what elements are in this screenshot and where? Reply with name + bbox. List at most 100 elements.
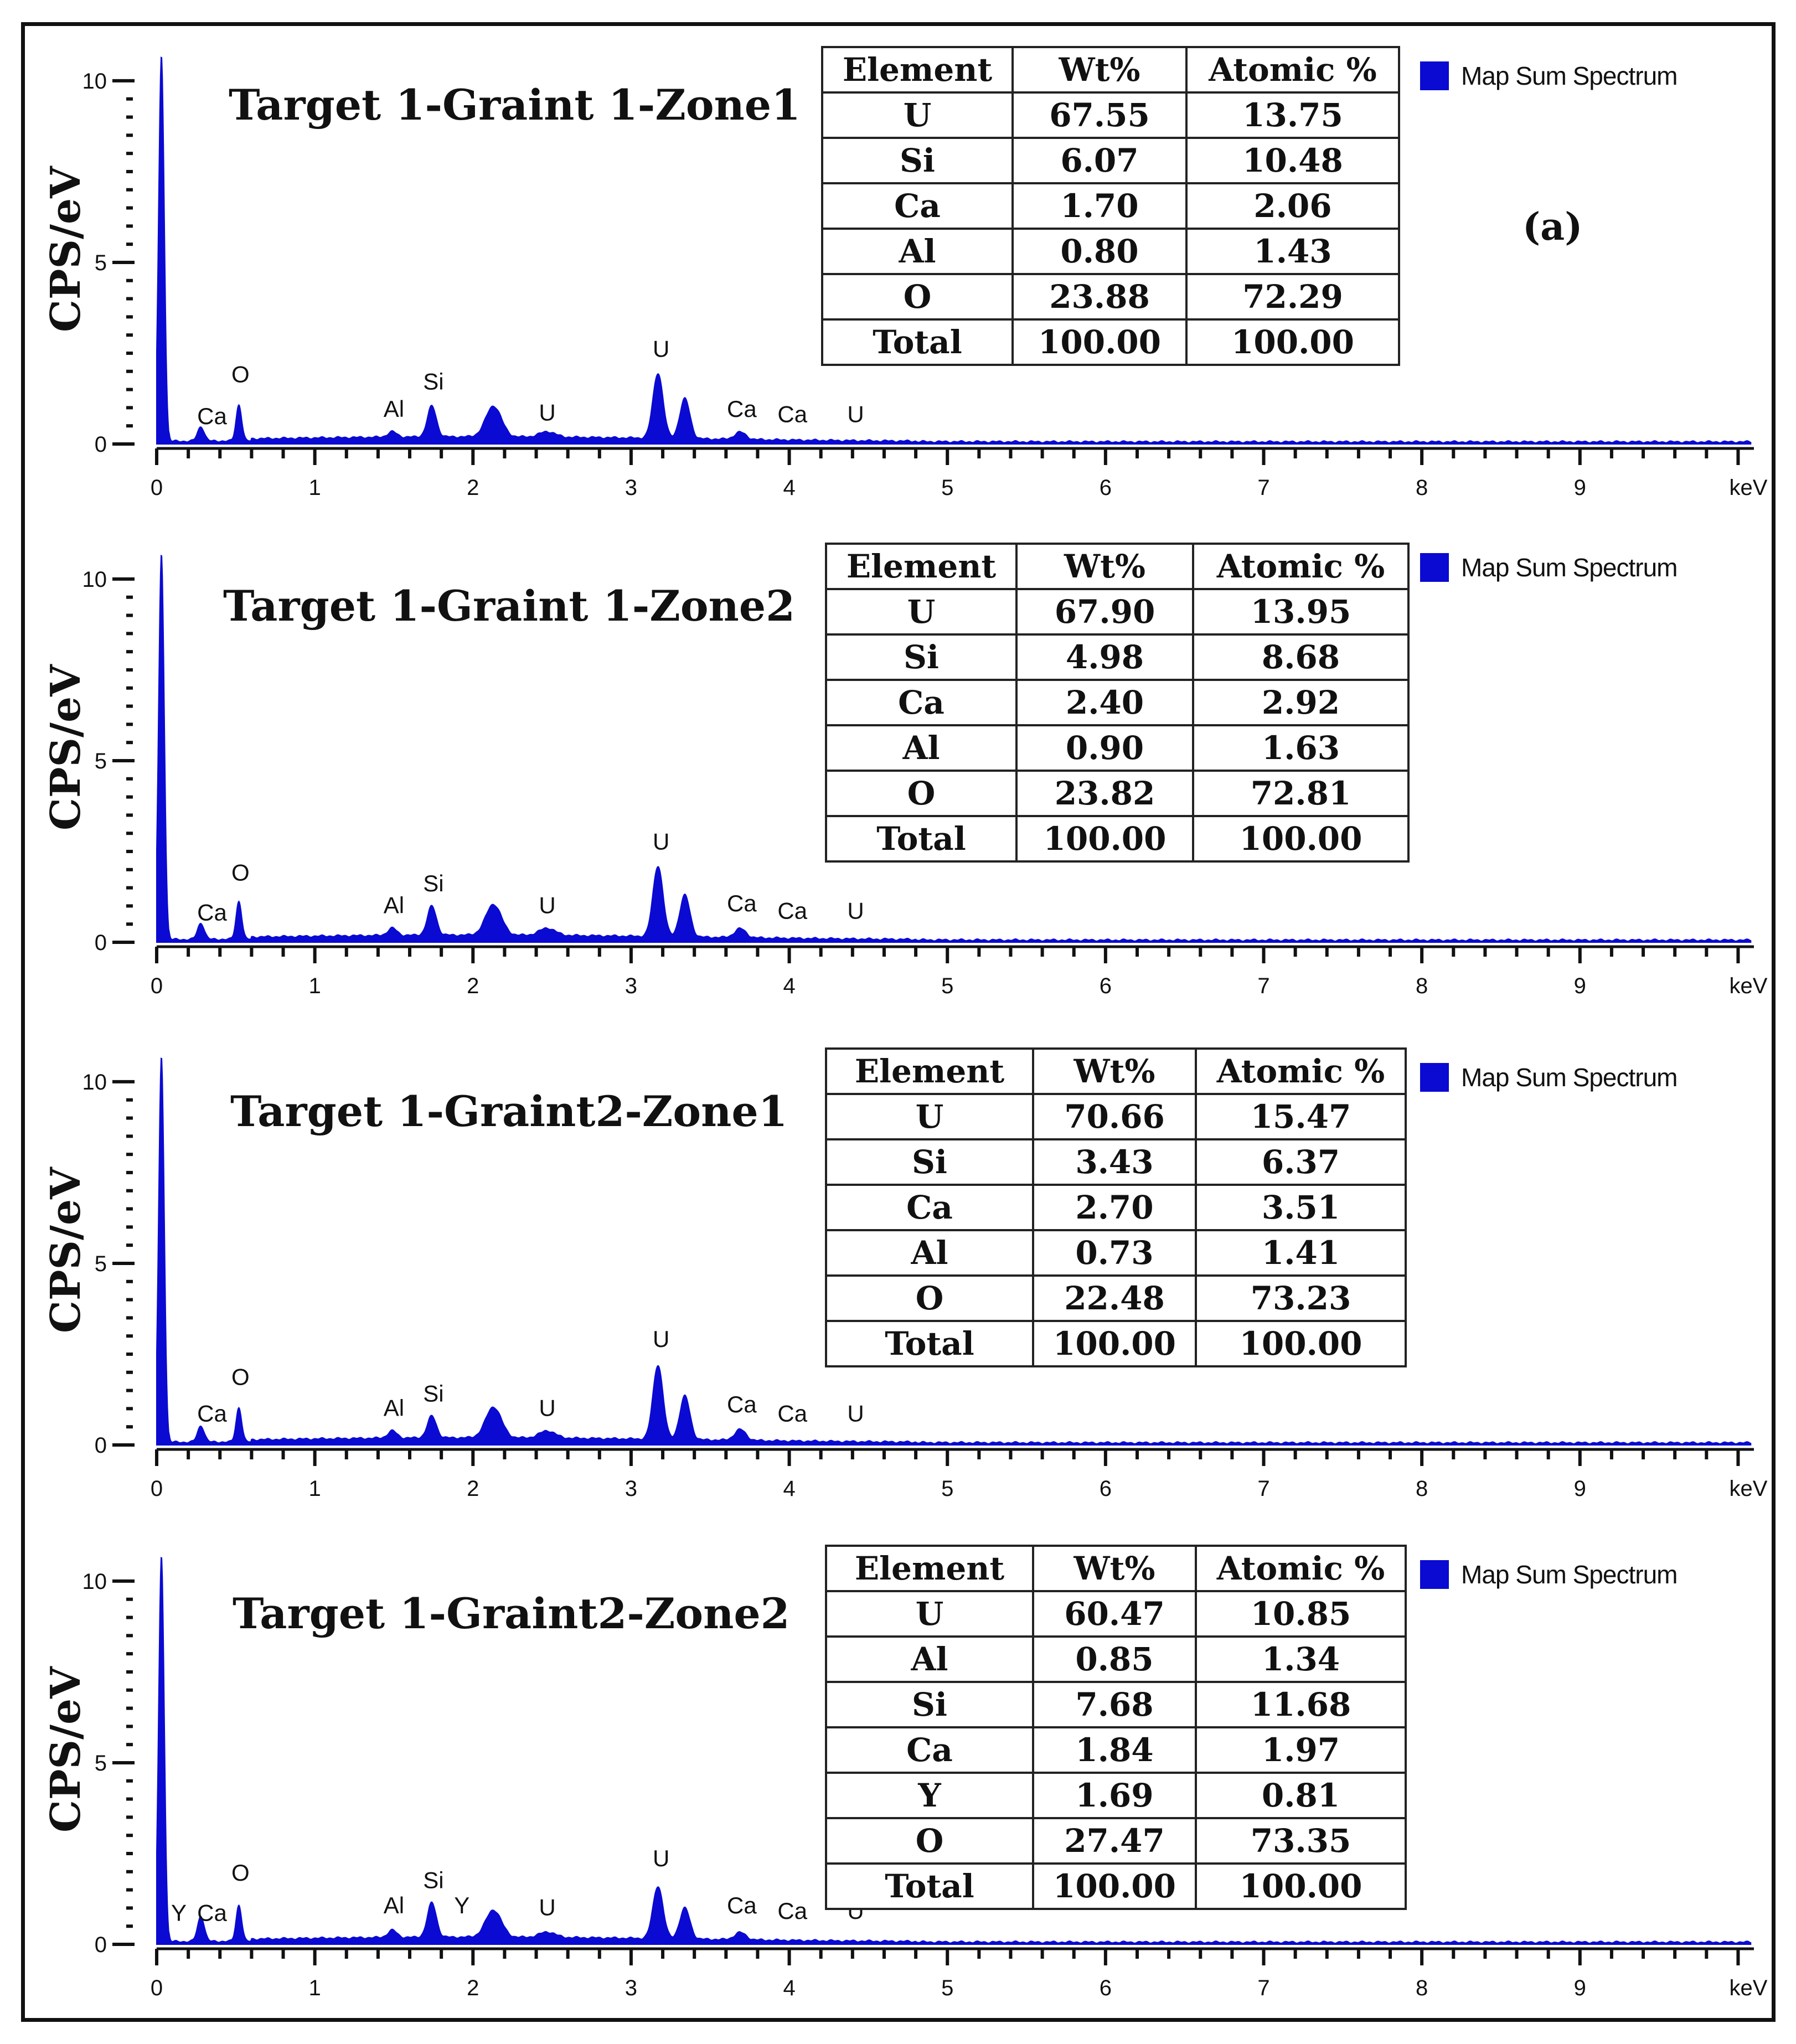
table-cell: 3.43 [1032,1138,1197,1186]
table-row: U 67.55 13.75 [821,91,1400,139]
table-cell: 11.68 [1195,1681,1407,1728]
table-header-row: Element Wt% Atomic % [821,46,1400,94]
table-cell: U [821,91,1014,139]
spectrum-panel: 0 1 2 3 4 5 6 7 8 9 keV 0 5 10 Ca O Al Si U U Ca Ca U CPS/eV Tar… [21,520,1776,1019]
table-cell: Total [821,318,1014,366]
table-cell: 23.88 [1011,273,1188,321]
y-tick-label: 10 [82,1570,107,1594]
table-cell: 1.63 [1192,724,1410,772]
table-row: O 23.88 72.29 [821,273,1400,321]
table-cell: 70.66 [1032,1093,1197,1140]
table-cell: Ca [825,1184,1034,1231]
table-cell: 1.70 [1011,182,1188,230]
table-header-cell: Element [825,543,1018,590]
peak-label: Y [454,1892,469,1918]
peak-label: Ca [777,897,807,923]
table-cell: 100.00 [1195,1862,1407,1910]
y-axis-label: CPS/eV [42,664,90,830]
table-row: Al 0.80 1.43 [821,228,1400,275]
table-cell: 23.82 [1015,770,1194,817]
table-cell: 2.70 [1032,1184,1197,1231]
table-row: Ca 2.40 2.92 [825,679,1410,726]
table-cell: O [825,770,1018,817]
x-tick-label: 3 [625,476,637,500]
peak-label: U [847,897,864,923]
x-tick-label: 6 [1100,1976,1112,2000]
table-cell: 67.90 [1015,588,1194,636]
x-tick-label: 4 [783,974,795,998]
panel-title: Target 1-Graint 1-Zone1 [229,80,801,130]
x-tick-label: 5 [941,974,953,998]
x-tick-label: 2 [467,476,479,500]
table-cell: 15.47 [1195,1093,1407,1140]
table-cell: 3.51 [1195,1184,1407,1231]
table-row: Al 0.73 1.41 [825,1229,1407,1277]
table-row: Y 1.69 0.81 [825,1772,1407,1819]
table-cell: Total [825,1862,1034,1910]
peak-label: Ca [197,1900,227,1926]
peak-label: O [231,1364,250,1390]
table-row: Si 6.07 10.48 [821,137,1400,184]
table-cell: 100.00 [1015,815,1194,863]
table-cell: Si [825,1138,1034,1186]
table-cell: O [825,1274,1034,1322]
x-axis-label: keV [1730,476,1768,500]
table-header-cell: Element [821,46,1014,94]
table-cell: 6.07 [1011,137,1188,184]
table-header-cell: Atomic % [1195,1047,1407,1095]
peak-label: U [847,1400,864,1426]
x-axis-label: keV [1730,974,1768,998]
x-tick-label: 2 [467,1477,479,1501]
table-cell: 1.97 [1195,1726,1407,1774]
table-row: Total 100.00 100.00 [821,318,1400,366]
x-tick-label: 8 [1416,1477,1428,1501]
x-tick-label: 8 [1416,476,1428,500]
table-cell: 13.75 [1185,91,1400,139]
table-cell: 7.68 [1032,1681,1197,1728]
y-tick-label: 10 [82,567,107,592]
table-row: Total 100.00 100.00 [825,1320,1407,1367]
table-cell: O [821,273,1014,321]
table-cell: 6.37 [1195,1138,1407,1186]
x-tick-label: 0 [151,1976,163,2000]
x-tick-label: 1 [309,476,321,500]
table-cell: 13.95 [1192,588,1410,636]
peak-label: Si [423,369,443,395]
y-axis-label: CPS/eV [42,166,90,332]
peak-label: Ca [197,900,227,926]
x-tick-label: 5 [941,1477,953,1501]
table-row: Total 100.00 100.00 [825,1862,1407,1910]
peak-label: Si [423,1380,443,1406]
peak-label: Ca [727,890,757,916]
peak-label: Al [384,1395,404,1421]
table-row: Ca 1.70 2.06 [821,182,1400,230]
y-tick-label: 0 [95,1933,107,1957]
y-axis-label: CPS/eV [42,1666,90,1833]
x-tick-label: 8 [1416,974,1428,998]
x-tick-label: 9 [1574,1477,1586,1501]
composition-table: Element Wt% Atomic % U 60.47 10.85 Al 0.85 1.34 S… [825,1545,1407,1910]
x-tick-label: 9 [1574,476,1586,500]
peak-label: Ca [777,1898,807,1924]
table-row: Si 7.68 11.68 [825,1681,1407,1728]
table-cell: Si [825,1681,1034,1728]
table-row: Ca 2.70 3.51 [825,1184,1407,1231]
x-tick-label: 1 [309,974,321,998]
spectrum-area [156,56,1752,445]
table-cell: 27.47 [1032,1817,1197,1865]
legend-label: Map Sum Spectrum [1461,1063,1678,1092]
table-header-cell: Element [825,1047,1034,1095]
table-cell: Al [825,1635,1034,1683]
peak-label: Si [423,870,443,896]
x-tick-label: 0 [151,476,163,500]
x-tick-label: 3 [625,1477,637,1501]
x-axis-label: keV [1730,1477,1768,1501]
table-cell: Total [825,1320,1034,1367]
table-cell: 0.80 [1011,228,1188,275]
figure-frame [21,22,1776,2022]
legend: Map Sum Spectrum [1420,553,1678,582]
legend-swatch [1420,61,1449,90]
table-cell: 72.29 [1185,273,1400,321]
